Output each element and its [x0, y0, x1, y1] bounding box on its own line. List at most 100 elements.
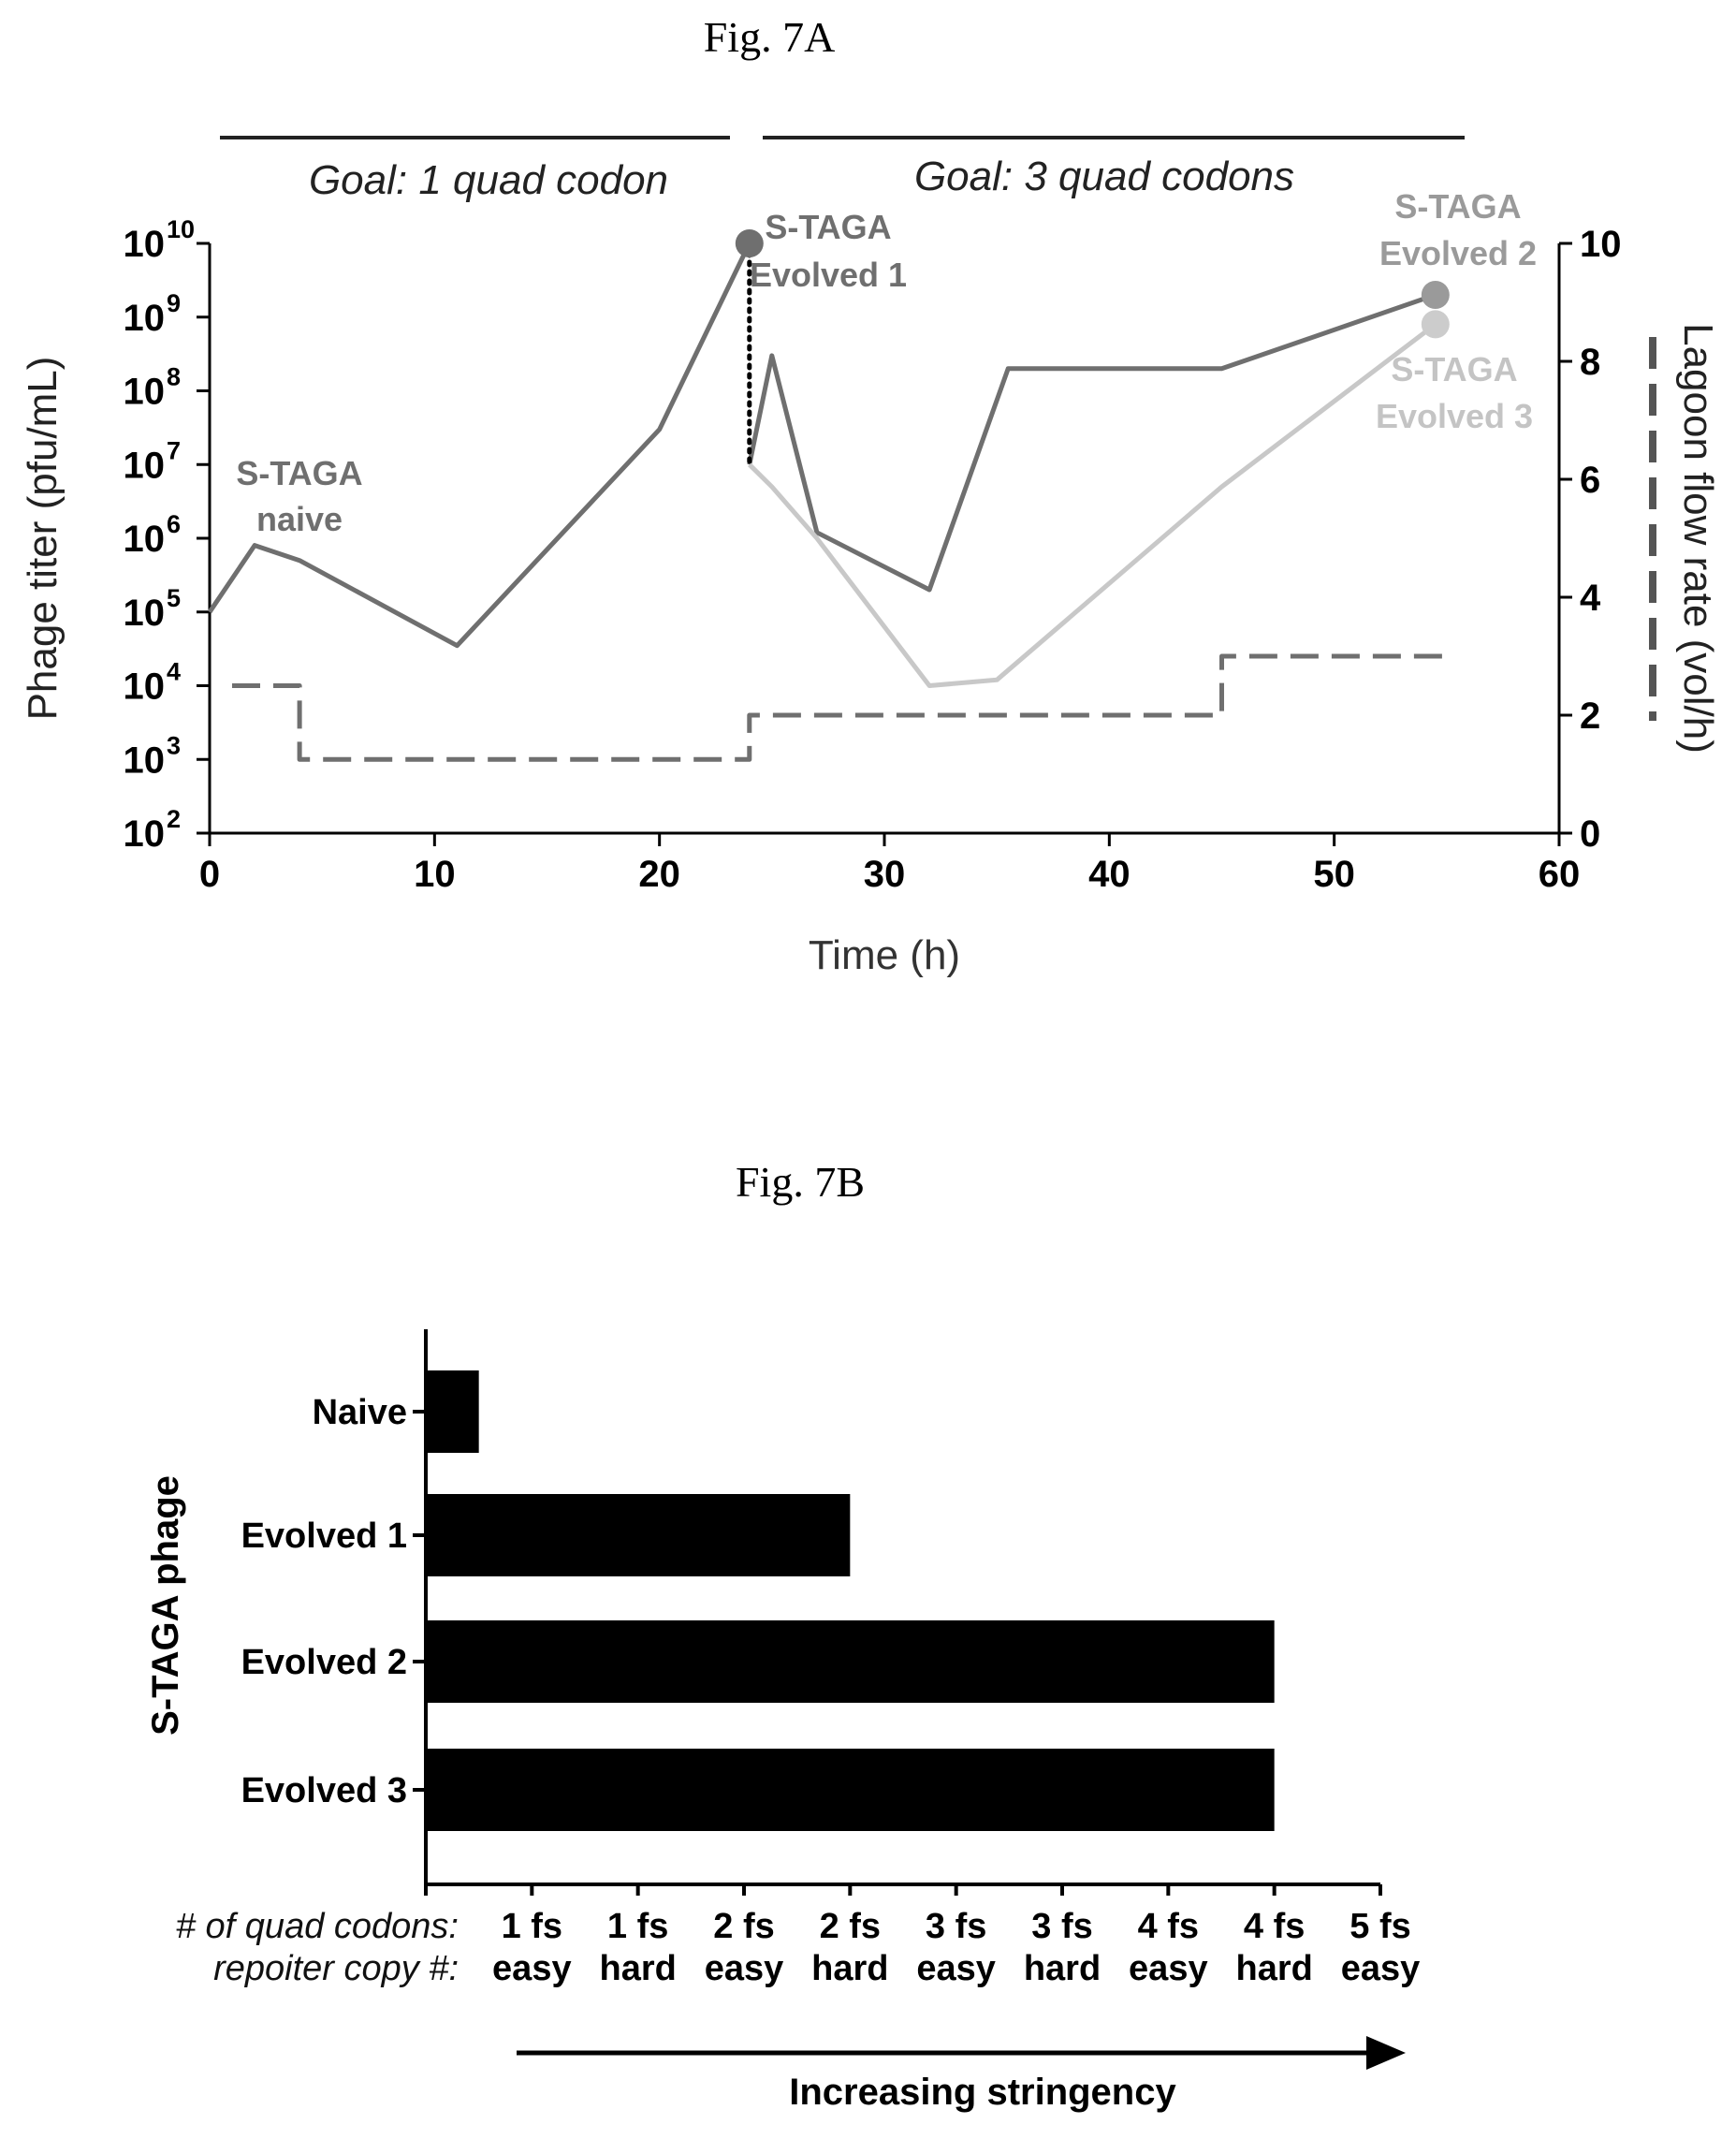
bar-4 — [426, 1749, 1275, 1831]
annotation-evolved-2-line-2: Evolved 2 — [1379, 234, 1537, 272]
x-tick-label-bottom: easy — [916, 1949, 996, 1988]
y-tick-exponent: 3 — [167, 731, 181, 759]
x-tick-label-top: 3 fs — [926, 1907, 986, 1946]
x-tick-label: 10 — [414, 854, 456, 895]
phase-1-label: Goal: 1 quad codon — [309, 157, 668, 203]
right-y-ticks: 10 8 6 4 2 0 — [1559, 224, 1622, 855]
bar-3 — [426, 1620, 1275, 1703]
y2-tick-label: 6 — [1580, 460, 1600, 501]
annotation-evolved-3: S-TAGA Evolved 3 — [1376, 350, 1533, 435]
y-tick-exponent: 5 — [167, 584, 181, 612]
xtick-row-label-2: repoiter copy #: — [213, 1949, 459, 1988]
x-tick-label: 20 — [638, 854, 680, 895]
category-label: Evolved 2 — [241, 1643, 407, 1682]
y-tick-label: 10 — [124, 224, 166, 265]
x-tick-label-top: 2 fs — [820, 1907, 881, 1946]
y2-tick-label: 10 — [1580, 224, 1622, 265]
annotation-evolved-3-line-2: Evolved 3 — [1376, 397, 1533, 435]
series-line-5 — [232, 653, 1447, 762]
endpoint-markers — [735, 229, 1450, 339]
series-line-2 — [747, 292, 1437, 593]
category-label: Naive — [313, 1393, 407, 1432]
x-tick-label-bottom: hard — [1235, 1949, 1312, 1988]
endpoint-marker-2 — [1421, 281, 1450, 310]
chart-7a: Fig. 7A Goal: 1 quad codon Goal: 3 quad … — [20, 13, 1721, 978]
y-tick-label: 10 — [124, 667, 166, 708]
x-tick-label: 50 — [1313, 854, 1355, 895]
y-tick-label: 10 — [124, 372, 166, 413]
y-tick-exponent: 7 — [167, 436, 181, 464]
xtick-row-label-1: # of quad codons: — [176, 1907, 459, 1946]
bar-2 — [426, 1494, 851, 1576]
annotation-evolved-2-line-1: S-TAGA — [1394, 187, 1521, 226]
chart-7b-title: Fig. 7B — [736, 1158, 865, 1206]
y-tick-exponent: 10 — [167, 215, 195, 243]
x-tick-label-top: 1 fs — [607, 1907, 668, 1946]
x-tick-label-bottom: easy — [1129, 1949, 1208, 1988]
annotation-evolved-1: S-TAGA Evolved 1 — [750, 208, 907, 294]
x-tick-label-bottom: easy — [1341, 1949, 1421, 1988]
annotation-naive-line-1: S-TAGA — [236, 454, 362, 492]
annotation-evolved-1-line-1: S-TAGA — [765, 208, 891, 246]
chart-7b: Fig. 7B S-TAGA phage Naive Evolved 1 Evolv… — [145, 1158, 1420, 2113]
y-tick-label: 10 — [124, 813, 166, 855]
x-axis-label: Time (h) — [809, 932, 960, 978]
annotation-evolved-1-line-2: Evolved 1 — [750, 256, 907, 294]
series-line-1 — [207, 242, 752, 649]
endpoint-marker-3 — [1421, 310, 1450, 339]
category-label: Evolved 1 — [241, 1516, 407, 1556]
x-tick-label-bottom: easy — [705, 1949, 784, 1988]
x-tick-label: 30 — [864, 854, 906, 895]
x-tick-label-bottom: easy — [492, 1949, 572, 1988]
bars — [426, 1370, 1275, 1831]
category-label: Evolved 3 — [241, 1771, 407, 1810]
x-tick-label: 0 — [199, 854, 220, 895]
y2-axis-label: Lagoon flow rate (vol/h) — [1675, 323, 1721, 754]
y-tick-label: 10 — [124, 519, 166, 560]
y-tick-label: 10 — [124, 740, 166, 781]
x-tick-label: 60 — [1539, 854, 1581, 895]
bar-1 — [426, 1370, 479, 1453]
arrow-label: Increasing stringency — [789, 2072, 1176, 2113]
b-y-axis-label: S-TAGA phage — [145, 1475, 186, 1736]
x-ticks: 0 10 20 30 40 50 60 — [199, 833, 1580, 895]
series-line-3 — [748, 322, 1437, 688]
endpoint-marker-1 — [735, 229, 764, 257]
x-tick-label-top: 4 fs — [1244, 1907, 1305, 1946]
y-tick-exponent: 6 — [167, 510, 181, 538]
annotation-evolved-2: S-TAGA Evolved 2 — [1379, 187, 1537, 272]
y-tick-label: 10 — [124, 593, 166, 634]
x-tick-label: 40 — [1088, 854, 1131, 895]
stringency-arrowhead — [1366, 2036, 1406, 2070]
x-tick-label-top: 2 fs — [713, 1907, 774, 1946]
y-tick-exponent: 4 — [167, 658, 181, 686]
y-tick-label: 10 — [124, 445, 166, 486]
x-tick-label-top: 5 fs — [1349, 1907, 1410, 1946]
y-tick-label: 10 — [124, 298, 166, 339]
category-labels: Naive Evolved 1 Evolved 2 Evolved 3 — [241, 1393, 426, 1810]
series-lines — [207, 241, 1447, 762]
y2-tick-label: 0 — [1580, 813, 1600, 855]
y-tick-exponent: 8 — [167, 363, 181, 391]
y2-tick-label: 2 — [1580, 696, 1600, 737]
annotation-naive: S-TAGA naive — [236, 454, 362, 538]
x-tick-label-bottom: hard — [811, 1949, 888, 1988]
x-tick-label-bottom: hard — [1024, 1949, 1101, 1988]
chart-7a-title: Fig. 7A — [704, 13, 836, 61]
y-tick-exponent: 9 — [167, 289, 181, 317]
annotation-evolved-3-line-1: S-TAGA — [1391, 350, 1517, 388]
annotation-naive-line-2: naive — [256, 500, 343, 538]
y-tick-exponent: 2 — [167, 805, 181, 833]
phase-2-label: Goal: 3 quad codons — [914, 154, 1294, 199]
y-axis-label: Phage titer (pfu/mL) — [20, 357, 66, 721]
x-tick-label-top: 4 fs — [1138, 1907, 1199, 1946]
y2-tick-label: 4 — [1580, 578, 1601, 619]
x-tick-label-top: 3 fs — [1031, 1907, 1092, 1946]
stringency-arrow — [517, 2036, 1406, 2070]
x-tick-label-top: 1 fs — [502, 1907, 562, 1946]
y2-tick-label: 8 — [1580, 342, 1600, 383]
x-tick-label-bottom: hard — [599, 1949, 676, 1988]
